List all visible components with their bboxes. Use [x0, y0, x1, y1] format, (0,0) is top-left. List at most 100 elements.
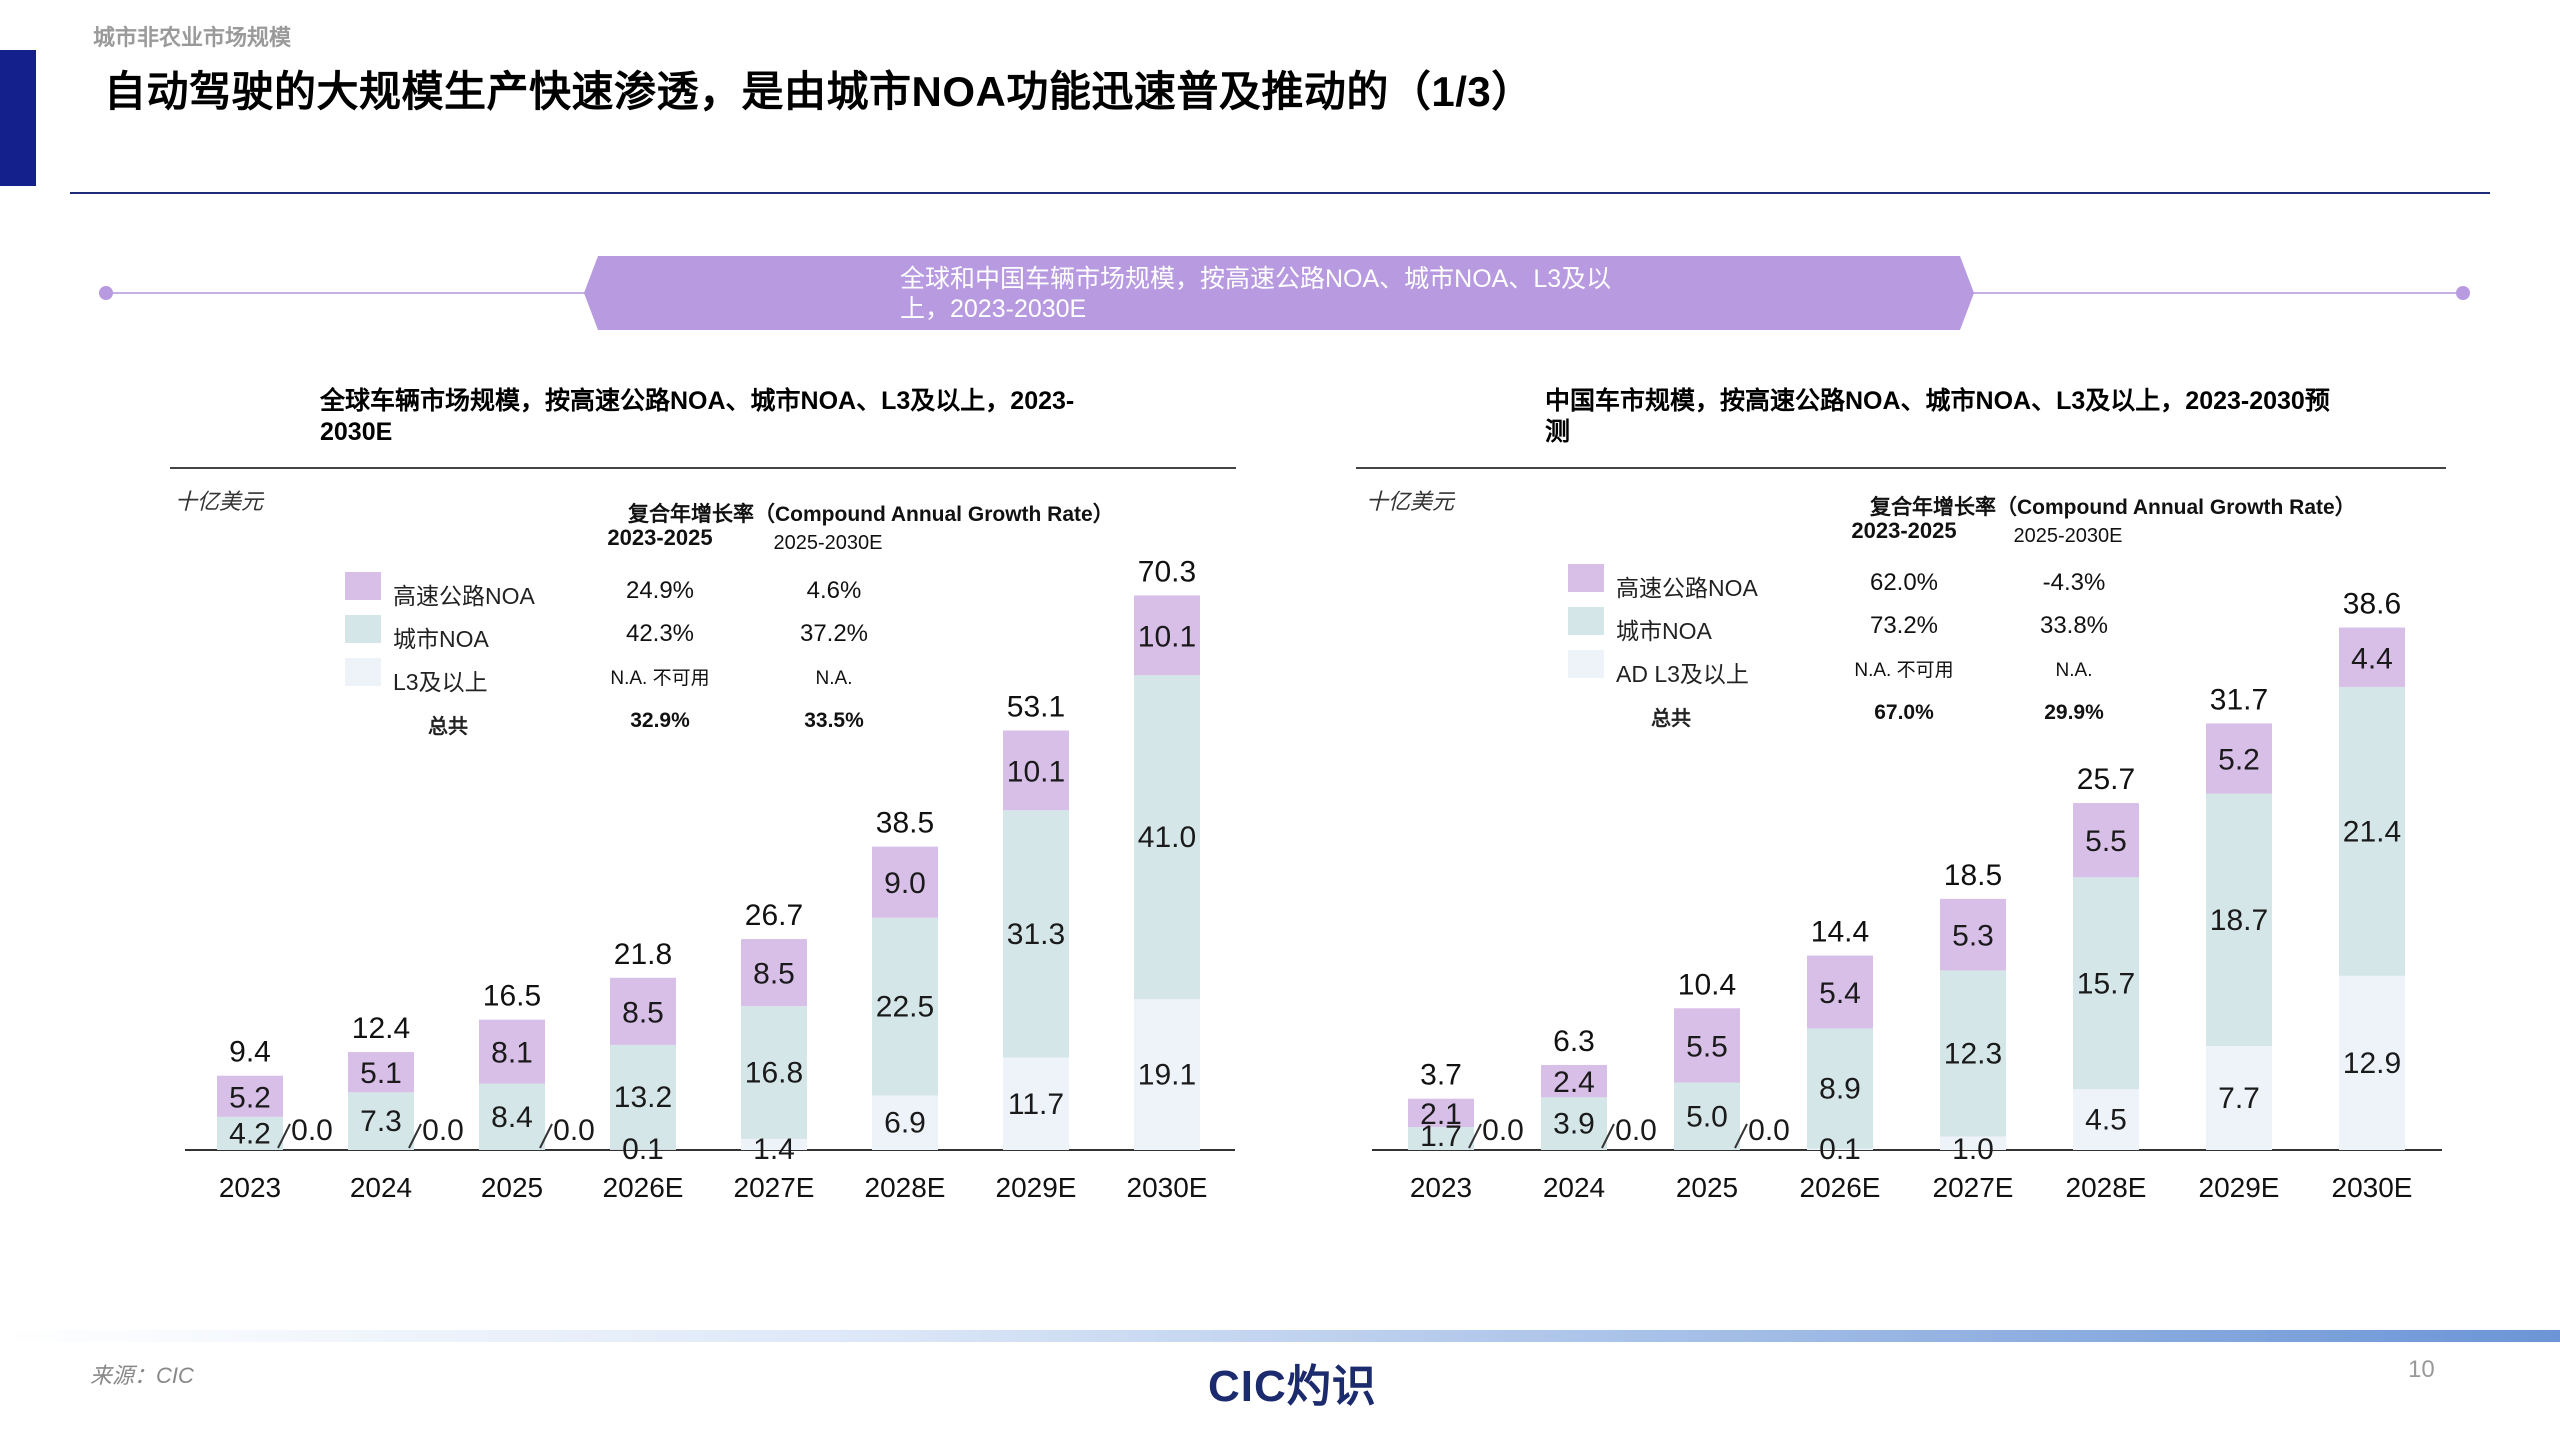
- chart-title-china: 中国车市规模，按高速公路NOA、城市NOA、L3及以上，2023-2030预测: [1545, 387, 2330, 446]
- data-label: 8.1: [491, 1037, 533, 1070]
- cagr-value: 42.3%: [626, 620, 694, 647]
- data-label: 8.9: [1819, 1073, 1861, 1106]
- total-label: 14.4: [1811, 916, 1869, 949]
- bar-segment: [1134, 595, 1200, 676]
- banner-line-left: [106, 292, 596, 294]
- cagr-value: 33.8%: [2040, 612, 2108, 639]
- bar-segment: [2073, 877, 2139, 1090]
- data-label: 0.0: [422, 1114, 464, 1147]
- x-tick-label: 2025: [481, 1172, 543, 1203]
- data-label: 8.5: [622, 996, 664, 1029]
- data-label: 0.0: [1615, 1114, 1657, 1147]
- bar-segment: [1807, 1028, 1873, 1149]
- cagr-period: 2025-2030E: [774, 532, 883, 554]
- bar-segment: [1940, 970, 2006, 1137]
- chart-rule-global: [170, 467, 1236, 469]
- unit-label-global: 十亿美元: [175, 489, 264, 514]
- zero-marker: [408, 1123, 422, 1149]
- banner-shape: [584, 256, 1974, 330]
- bar-segment: [1003, 1057, 1069, 1150]
- data-label: 2.1: [1420, 1098, 1462, 1131]
- data-label: 4.4: [2351, 642, 2393, 675]
- legend-label: 总共: [428, 714, 468, 738]
- legend-label: 城市NOA: [1616, 618, 1713, 644]
- bar-segment: [610, 1149, 676, 1150]
- data-label: 8.4: [491, 1101, 533, 1134]
- bar-segment: [741, 1138, 807, 1150]
- data-label: 15.7: [2077, 967, 2135, 1000]
- chart-global: 0.0 4.25.2 9.4 2023 0.0 7.3 5.1 12.4 2024 0.0 8.4 8…: [185, 502, 1235, 1203]
- zero-marker: [1734, 1123, 1748, 1149]
- cagr-period: 2025-2030E: [2014, 525, 2123, 547]
- bar-segment: [1408, 1127, 1474, 1150]
- brand-logo: CIC灼识: [1208, 1362, 1377, 1411]
- bar-segment: [2206, 723, 2272, 794]
- data-label: 5.3: [1952, 920, 1994, 953]
- total-label: 38.6: [2343, 588, 2401, 621]
- bar-segment: [1003, 810, 1069, 1058]
- bar-segment: [1541, 1064, 1607, 1098]
- cagr-value: 67.0%: [1874, 701, 1934, 724]
- data-label: 0.1: [1819, 1133, 1861, 1166]
- banner-dot-left: [99, 286, 113, 300]
- cagr-value: 4.6%: [807, 577, 862, 604]
- data-label: 1.0: [1952, 1133, 1994, 1166]
- x-tick-label: 2024: [1543, 1172, 1605, 1203]
- data-label: 12.3: [1944, 1037, 2002, 1070]
- data-label: 0.0: [553, 1114, 595, 1147]
- data-label: 10.1: [1138, 620, 1196, 653]
- x-tick-label: 2023: [219, 1172, 281, 1203]
- banner-dot-right: [2456, 286, 2470, 300]
- legend-swatch: [345, 615, 381, 643]
- cagr-value: -4.3%: [2043, 569, 2106, 596]
- bar-segment: [1408, 1098, 1474, 1128]
- cagr-value: N.A.: [816, 668, 853, 689]
- footer-band: [0, 1330, 2560, 1342]
- data-label: 21.4: [2343, 815, 2401, 848]
- x-tick-label: 2027E: [734, 1172, 815, 1203]
- cagr-value: N.A. 不可用: [1854, 660, 1953, 681]
- data-label: 0.0: [1748, 1114, 1790, 1147]
- data-label: 5.0: [1686, 1100, 1728, 1133]
- breadcrumb: 城市非农业市场规模: [93, 25, 292, 50]
- data-label: 10.1: [1007, 755, 1065, 788]
- charts-canvas: 0.04.25.29.420230.07.35.112.420240.08.48…: [185, 495, 2442, 1203]
- chart-title-global: 全球车辆市场规模，按高速公路NOA、城市NOA、L3及以上，2023-2030E: [320, 387, 1075, 446]
- bar-segment: [872, 917, 938, 1096]
- banner-title: 全球和中国车辆市场规模，按高速公路NOA、城市NOA、L3及以上，2023-20…: [900, 265, 1612, 323]
- cagr-value: 32.9%: [630, 709, 690, 732]
- data-label: 2.4: [1553, 1066, 1595, 1099]
- x-tick-label: 2028E: [865, 1172, 946, 1203]
- total-label: 3.7: [1420, 1059, 1462, 1092]
- data-label: 5.2: [2218, 744, 2260, 777]
- total-label: 70.3: [1138, 555, 1196, 588]
- cagr-header: 复合年增长率（Compound Annual Growth Rate）: [1869, 495, 2356, 519]
- total-label: 10.4: [1678, 968, 1736, 1001]
- zero-marker: [277, 1123, 291, 1149]
- total-label: 12.4: [352, 1012, 410, 1045]
- bar-segment: [348, 1092, 414, 1150]
- total-label: 53.1: [1007, 691, 1065, 724]
- bar-segment: [1541, 1097, 1607, 1150]
- data-label: 6.9: [884, 1107, 926, 1140]
- title-divider: [70, 192, 2490, 194]
- legend-label: 高速公路NOA: [393, 583, 536, 609]
- data-label: 11.7: [1008, 1088, 1064, 1121]
- data-label: 4.2: [229, 1117, 271, 1150]
- legend-label: L3及以上: [393, 669, 488, 695]
- x-tick-label: 2029E: [2199, 1172, 2280, 1203]
- x-tick-label: 2024: [350, 1172, 412, 1203]
- zero-marker: [539, 1123, 553, 1149]
- legend-swatch: [1568, 650, 1604, 678]
- bar-segment: [2073, 803, 2139, 878]
- data-label: 41.0: [1138, 821, 1196, 854]
- cagr-period: 2023-2025: [1851, 518, 1956, 543]
- legend-label: 城市NOA: [393, 626, 490, 652]
- zero-marker: [1468, 1123, 1482, 1149]
- data-label: 0.0: [291, 1114, 333, 1147]
- zero-marker: [1601, 1123, 1615, 1149]
- data-label: 31.3: [1007, 918, 1065, 951]
- cagr-value: N.A.: [2056, 660, 2093, 681]
- bar-segment: [348, 1052, 414, 1093]
- data-label: 22.5: [876, 991, 934, 1024]
